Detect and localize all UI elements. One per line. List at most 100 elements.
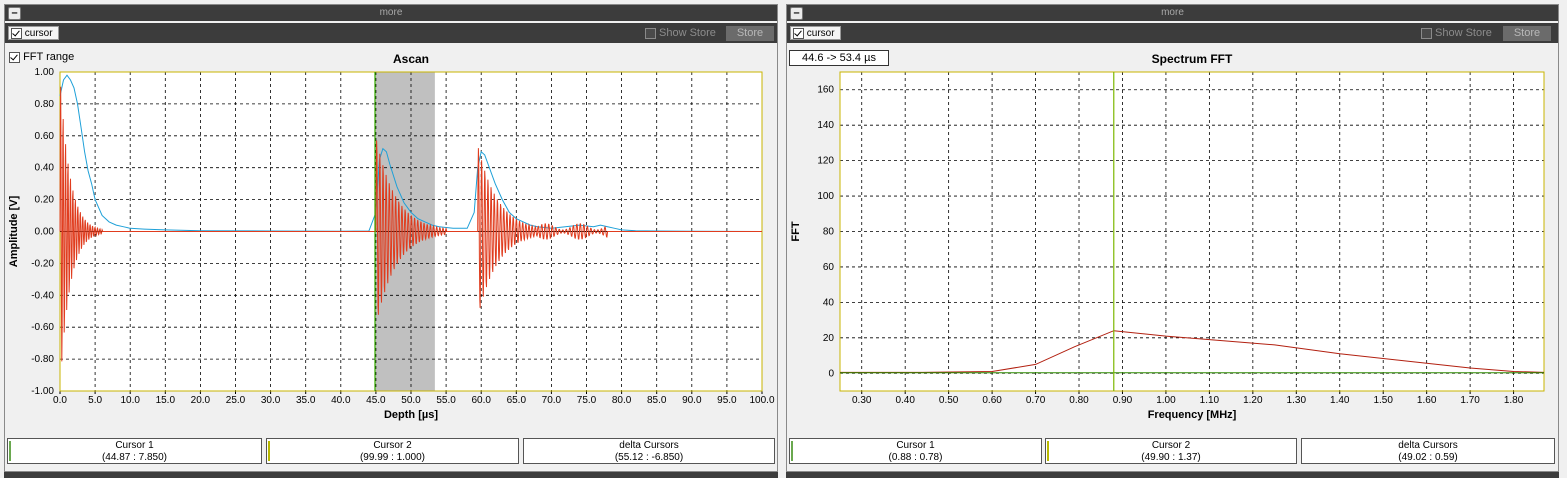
y-tick-label: 120	[817, 156, 834, 167]
y-tick-label: 0.60	[35, 131, 55, 142]
fft-range-label: FFT range	[23, 51, 75, 63]
y-tick-label: -0.40	[31, 290, 54, 301]
collapse-icon[interactable]: –	[790, 7, 803, 20]
y-tick-label: 0.20	[35, 195, 55, 206]
fft-range-checkbox-icon[interactable]	[9, 51, 20, 63]
fft-chart[interactable]: 0.30 0.40 0.50 0.60 0.70 0.80 0.90 1.00 1.10 1.20…	[787, 45, 1558, 437]
cursor-checkbox-icon[interactable]	[793, 27, 804, 39]
show-store-toggle[interactable]: Show Store	[645, 27, 716, 39]
delta-cursors-box: delta Cursors (49.02 : 0.59)	[1301, 438, 1555, 464]
cursor2-color-bar	[268, 441, 270, 461]
x-tick-label: 0.90	[1113, 395, 1133, 406]
cursor1-color-bar	[791, 441, 793, 461]
x-axis-label: Frequency [MHz]	[1148, 409, 1237, 421]
cursor1-label: Cursor 1	[115, 440, 154, 451]
ascan-titlebar[interactable]: – more	[5, 5, 777, 21]
cursor-checkbox-icon[interactable]	[11, 27, 22, 39]
store-button[interactable]: Store	[1503, 26, 1551, 41]
x-tick-label: 90.0	[682, 395, 702, 406]
x-tick-label: 45.0	[366, 395, 386, 406]
delta-cursors-box: delta Cursors (55.12 : -6.850)	[523, 438, 775, 464]
show-store-checkbox-icon[interactable]	[1421, 28, 1432, 39]
show-store-checkbox-icon[interactable]	[645, 28, 656, 39]
x-tick-label: 10.0	[120, 395, 140, 406]
show-store-toggle[interactable]: Show Store	[1421, 27, 1492, 39]
titlebar-more-label: more	[379, 7, 403, 18]
cursor1-label: Cursor 1	[896, 440, 935, 451]
x-tick-label: 1.00	[1156, 395, 1176, 406]
x-tick-label: 35.0	[296, 395, 316, 406]
y-axis-label: Amplitude [V]	[8, 195, 20, 267]
x-tick-label: 0.60	[982, 395, 1002, 406]
fft-range-readout: 44.6 -> 53.4 µs	[789, 50, 889, 66]
ascan-toolbar: cursor Show Store Store	[5, 23, 777, 43]
x-tick-label: 0.70	[1026, 395, 1046, 406]
next-panel-strip	[4, 472, 778, 478]
x-tick-label: 70.0	[542, 395, 562, 406]
fft-toolbar: cursor Show Store Store	[787, 23, 1558, 43]
y-tick-label: 140	[817, 120, 834, 131]
y-tick-label: -1.00	[31, 386, 54, 397]
x-tick-label: 1.70	[1460, 395, 1480, 406]
x-tick-label: 15.0	[156, 395, 176, 406]
delta-cursors-value: (55.12 : -6.850)	[614, 452, 684, 463]
x-tick-label: 100.0	[749, 395, 774, 406]
ascan-chart[interactable]: 0.0 5.0 10.0 15.0 20.0 25.0 30.0 35.0 40.0 45.0 50…	[5, 45, 777, 437]
cursor-label: cursor	[806, 28, 835, 39]
next-panel-strip	[786, 472, 1559, 478]
plot-frame	[839, 71, 1545, 392]
cursor1-color-bar	[9, 441, 11, 461]
x-tick-label: 1.30	[1287, 395, 1307, 406]
delta-cursors-value: (49.02 : 0.59)	[1398, 452, 1458, 463]
x-tick-label: 30.0	[261, 395, 281, 406]
y-tick-label: 80	[823, 227, 835, 238]
collapse-icon[interactable]: –	[8, 7, 21, 20]
y-tick-label: 20	[823, 333, 835, 344]
x-tick-label: 75.0	[577, 395, 597, 406]
y-tick-label: -0.80	[31, 354, 54, 365]
y-tick-label: 160	[817, 85, 834, 96]
cursor2-box: Cursor 2 (49.90 : 1.37)	[1045, 438, 1297, 464]
fft-titlebar[interactable]: – more	[787, 5, 1558, 21]
x-tick-label: 1.40	[1330, 395, 1350, 406]
chart-title: Ascan	[393, 52, 429, 66]
cursor-toggle[interactable]: cursor	[8, 26, 59, 40]
x-tick-label: 0.30	[852, 395, 872, 406]
cursor2-value: (49.90 : 1.37)	[1141, 452, 1201, 463]
titlebar-more-label: more	[1161, 7, 1184, 18]
x-tick-label: 1.60	[1417, 395, 1437, 406]
x-tick-label: 0.0	[53, 395, 67, 406]
show-store-label: Show Store	[1435, 27, 1492, 39]
x-tick-label: 1.10	[1200, 395, 1220, 406]
cursor1-value: (0.88 : 0.78)	[888, 452, 943, 463]
cursor2-box: Cursor 2 (99.99 : 1.000)	[266, 438, 519, 464]
cursor1-box: Cursor 1 (44.87 : 7.850)	[7, 438, 262, 464]
x-tick-label: 85.0	[647, 395, 667, 406]
x-axis-label: Depth [µs]	[384, 409, 438, 421]
store-button[interactable]: Store	[726, 26, 774, 41]
show-store-label: Show Store	[659, 27, 716, 39]
x-tick-label: 80.0	[612, 395, 632, 406]
x-tick-label: 55.0	[436, 395, 456, 406]
cursor-label: cursor	[24, 28, 53, 39]
cursor1-box: Cursor 1 (0.88 : 0.78)	[789, 438, 1042, 464]
fft-range-toggle[interactable]: FFT range	[9, 51, 74, 63]
x-tick-label: 1.80	[1504, 395, 1524, 406]
y-tick-label: 0.80	[35, 99, 55, 110]
x-tick-label: 0.80	[1069, 395, 1089, 406]
y-tick-label: 0	[828, 368, 834, 379]
y-tick-label: -0.20	[31, 258, 54, 269]
chart-title: Spectrum FFT	[1152, 52, 1233, 66]
cursor-toggle[interactable]: cursor	[790, 26, 841, 40]
cursor2-label: Cursor 2	[373, 440, 412, 451]
x-tick-label: 0.50	[939, 395, 959, 406]
x-tick-label: 5.0	[88, 395, 102, 406]
y-tick-label: 40	[823, 297, 835, 308]
x-tick-label: 1.50	[1373, 395, 1393, 406]
y-tick-label: 1.00	[35, 67, 55, 78]
y-axis-label: FFT	[790, 221, 802, 241]
plot-area	[840, 72, 1544, 391]
series-line-1	[59, 86, 762, 362]
x-tick-label: 50.0	[401, 395, 421, 406]
delta-cursors-label: delta Cursors	[619, 440, 679, 451]
